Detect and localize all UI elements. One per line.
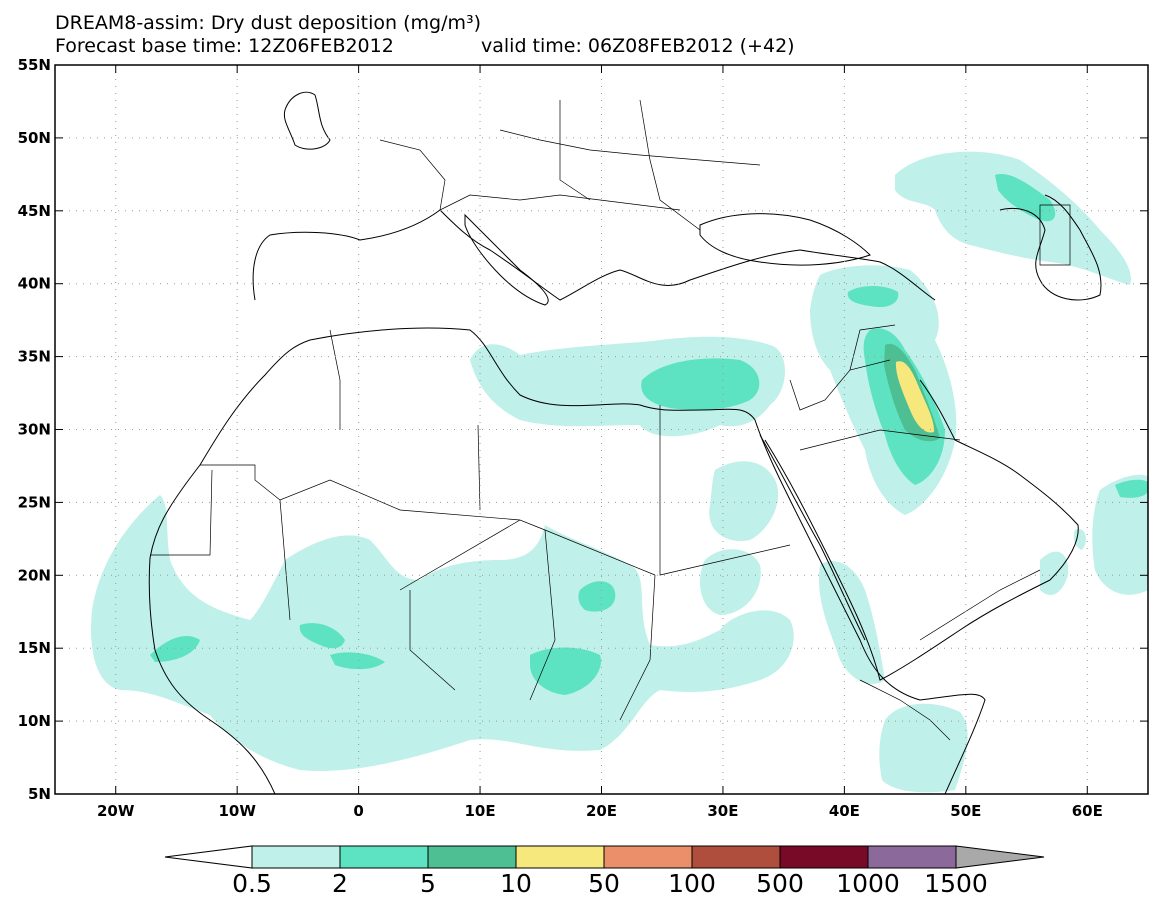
lat-tick-label: 20N (18, 566, 51, 584)
colorbar-swatch (780, 846, 868, 868)
lat-tick-label: 55N (18, 56, 51, 74)
dust-contour-0.5 (700, 549, 761, 615)
lon-tick-label: 20E (586, 802, 617, 820)
colorbar-label: 5 (420, 869, 436, 898)
colorbar-label: 2 (332, 869, 348, 898)
colorbar-swatch (692, 846, 780, 868)
lon-tick-label: 60E (1072, 802, 1103, 820)
lon-tick-label: 30E (707, 802, 738, 820)
dust-contour-0.5 (819, 561, 885, 684)
lat-tick-label: 40N (18, 275, 51, 293)
lat-tick-label: 15N (18, 639, 51, 657)
colorbar-label: 1000 (836, 869, 900, 898)
lon-tick-label: 40E (829, 802, 860, 820)
italy-coastline (465, 215, 548, 305)
lat-tick-label: 50N (18, 129, 51, 147)
dust-shading-layer (91, 152, 1150, 793)
colorbar-label: 10 (500, 869, 532, 898)
lat-tick-label: 5N (28, 785, 51, 803)
colorbar-label: 500 (756, 869, 804, 898)
colorbar-swatch (252, 846, 340, 868)
colorbar-label: 0.5 (232, 869, 272, 898)
colorbar-swatch (340, 846, 428, 868)
colorbar-max-triangle (956, 846, 1044, 868)
lat-tick-label: 25N (18, 493, 51, 511)
lat-tick-label: 10N (18, 712, 51, 730)
colorbar: 0.5 2 5 10 50 100 500 1000 1500 (165, 846, 1044, 898)
dust-contour-0.5 (895, 152, 1131, 285)
lat-tick-label: 45N (18, 202, 51, 220)
colorbar-min-triangle (165, 846, 252, 868)
lon-tick-label: 20W (97, 802, 135, 820)
dust-contour-0.5 (91, 495, 794, 771)
colorbar-swatch (428, 846, 516, 868)
colorbar-swatch (604, 846, 692, 868)
lat-tick-label: 30N (18, 421, 51, 439)
dust-contour-0.5 (1074, 529, 1086, 550)
colorbar-swatch (868, 846, 956, 868)
colorbar-label: 100 (668, 869, 716, 898)
britain-coastline (284, 92, 330, 149)
colorbar-swatch (516, 846, 604, 868)
black-sea-coastline (700, 214, 870, 265)
lon-tick-label: 10E (464, 802, 495, 820)
lon-tick-label: 0 (353, 802, 363, 820)
lon-tick-label: 10W (218, 802, 256, 820)
dust-contour-0.5 (1040, 552, 1068, 595)
colorbar-label: 1500 (924, 869, 988, 898)
dust-contour-0.5 (709, 461, 778, 541)
dust-contour-0.5 (879, 704, 967, 792)
lon-tick-label: 50E (950, 802, 981, 820)
colorbar-label: 50 (588, 869, 620, 898)
lat-tick-label: 35N (18, 348, 51, 366)
